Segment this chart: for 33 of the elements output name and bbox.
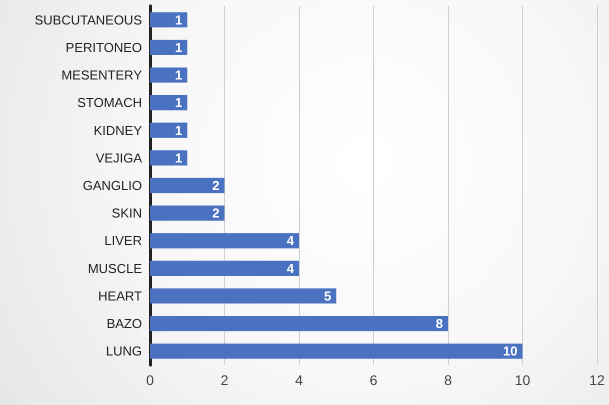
x-tick-label: 6 bbox=[370, 372, 378, 388]
y-tick-label: STOMACH bbox=[77, 95, 142, 110]
y-tick-label: LUNG bbox=[106, 344, 142, 359]
data-label: 1 bbox=[175, 95, 182, 110]
y-tick-label: SUBCUTANEOUS bbox=[34, 12, 142, 28]
y-tick-label: KIDNEY bbox=[94, 122, 142, 138]
data-label: 1 bbox=[175, 12, 182, 28]
data-label: 1 bbox=[175, 40, 182, 55]
x-tick-label: 10 bbox=[514, 372, 530, 388]
y-tick-label: MUSCLE bbox=[88, 260, 142, 276]
data-label: 4 bbox=[286, 233, 295, 248]
data-label: 10 bbox=[503, 344, 518, 359]
data-label: 8 bbox=[436, 316, 443, 332]
data-label: 1 bbox=[175, 150, 182, 166]
y-tick-label: GANGLIO bbox=[82, 178, 142, 193]
x-tick-label: 12 bbox=[589, 372, 605, 388]
data-label: 5 bbox=[324, 288, 332, 304]
x-tick-label: 4 bbox=[295, 372, 304, 388]
y-tick-label: MESENTERY bbox=[61, 68, 142, 83]
y-tick-label: LIVER bbox=[104, 233, 142, 248]
x-tick-label: 0 bbox=[146, 372, 154, 388]
x-tick-label: 8 bbox=[444, 372, 452, 388]
y-tick-label: PERITONEO bbox=[66, 40, 142, 55]
data-label: 2 bbox=[212, 206, 220, 221]
data-label: 2 bbox=[212, 178, 220, 193]
data-label: 1 bbox=[175, 122, 182, 138]
data-label: 1 bbox=[175, 68, 182, 83]
data-label: 4 bbox=[286, 260, 295, 276]
y-tick-label: BAZO bbox=[106, 316, 142, 332]
y-tick-label: HEART bbox=[98, 288, 142, 304]
y-tick-label: SKIN bbox=[112, 206, 142, 221]
y-tick-label: VEJIGA bbox=[96, 150, 142, 166]
x-tick-label: 2 bbox=[220, 372, 229, 388]
